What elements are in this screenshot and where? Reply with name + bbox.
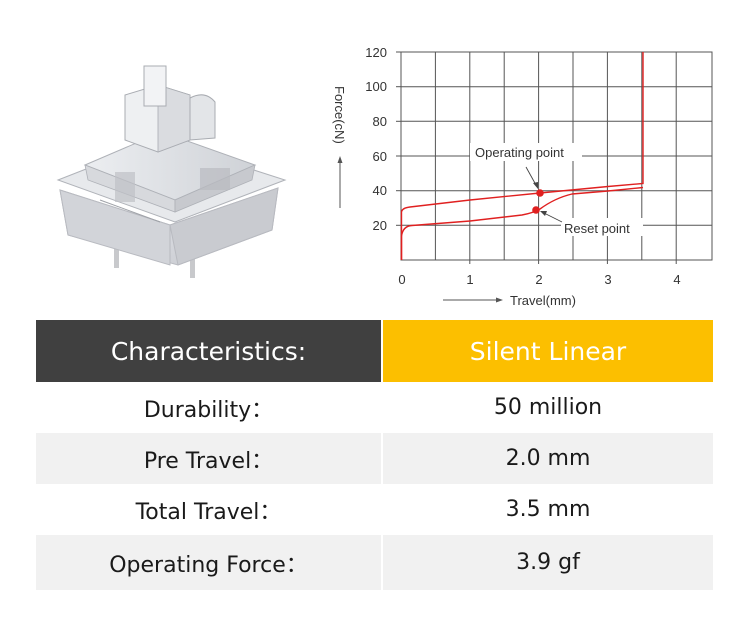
y-tick: 80 — [373, 114, 387, 129]
force-travel-chart: 120 100 80 60 40 20 0 1 2 3 4 Force(cN) … — [332, 45, 713, 308]
table-row-pre-travel: Pre Travel： 2.0 mm — [36, 433, 713, 484]
reset-point-marker — [532, 206, 540, 214]
x-axis-label: Travel(mm) — [510, 293, 576, 308]
spec-table: Characteristics: Silent Linear Durabilit… — [36, 320, 713, 590]
y-tick: 20 — [373, 218, 387, 233]
spec-table-header: Characteristics: Silent Linear — [36, 320, 713, 382]
pin-right — [190, 248, 195, 278]
y-tick: 60 — [373, 149, 387, 164]
spec-value: 3.9 gf — [383, 535, 713, 590]
y-tick: 100 — [365, 79, 387, 94]
x-tick: 1 — [466, 272, 473, 287]
reset-point-arrow-icon — [540, 211, 563, 223]
spec-label: Operating Force： — [36, 535, 381, 590]
y-axis-ticks: 120 100 80 60 40 20 — [365, 45, 387, 233]
x-tick: 3 — [604, 272, 611, 287]
y-tick: 40 — [373, 183, 387, 198]
x-tick: 2 — [535, 272, 542, 287]
table-row-total-travel: Total Travel： 3.5 mm — [36, 484, 713, 535]
y-axis-arrow-icon — [337, 156, 343, 208]
operating-point-marker — [536, 189, 544, 197]
spec-value: 2.0 mm — [383, 433, 713, 484]
operating-point-label: Operating point — [475, 145, 564, 160]
x-axis-arrow-icon — [443, 297, 503, 303]
table-row-operating-force: Operating Force： 3.9 gf — [36, 535, 713, 590]
y-tick: 120 — [365, 45, 387, 60]
switch-type-header: Silent Linear — [383, 320, 713, 382]
spec-label: Pre Travel： — [36, 433, 381, 484]
spec-value: 3.5 mm — [383, 484, 713, 535]
switch-photo — [56, 65, 287, 278]
table-row-durability: Durability： 50 million — [36, 382, 713, 433]
pin-left — [114, 240, 119, 268]
x-tick: 4 — [673, 272, 680, 287]
spec-label: Durability： — [36, 382, 381, 433]
x-tick: 0 — [398, 272, 405, 287]
spec-value: 50 million — [383, 382, 713, 433]
x-axis-ticks: 0 1 2 3 4 — [398, 272, 680, 287]
spec-label: Total Travel： — [36, 484, 381, 535]
release-curve — [400, 186, 644, 260]
characteristics-header: Characteristics: — [36, 320, 381, 382]
y-axis-label: Force(cN) — [332, 86, 347, 144]
reset-point-label: Reset point — [564, 221, 630, 236]
press-curve — [400, 52, 644, 260]
operating-point-arrow-icon — [525, 166, 538, 189]
